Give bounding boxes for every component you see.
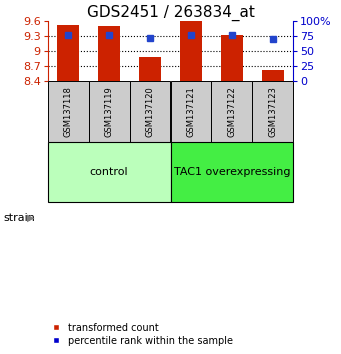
Bar <box>262 70 284 81</box>
Bar <box>130 81 170 142</box>
Text: ▶: ▶ <box>27 213 35 223</box>
Text: TAC1 overexpressing: TAC1 overexpressing <box>174 167 290 177</box>
Text: GSM137120: GSM137120 <box>146 86 154 137</box>
Bar <box>252 81 293 142</box>
Bar <box>98 26 120 81</box>
Text: GSM137119: GSM137119 <box>105 86 114 137</box>
Text: GSM137123: GSM137123 <box>268 86 277 137</box>
Text: GSM137118: GSM137118 <box>64 86 73 137</box>
Bar <box>221 35 243 81</box>
Bar <box>57 25 79 81</box>
Bar <box>139 57 161 81</box>
Bar <box>180 21 202 81</box>
Text: strain: strain <box>3 213 35 223</box>
Bar <box>89 81 130 142</box>
Text: GSM137122: GSM137122 <box>227 86 236 137</box>
Bar <box>211 81 252 142</box>
Bar <box>170 142 293 202</box>
Title: GDS2451 / 263834_at: GDS2451 / 263834_at <box>87 5 254 21</box>
Text: control: control <box>90 167 129 177</box>
Legend: transformed count, percentile rank within the sample: transformed count, percentile rank withi… <box>53 323 233 346</box>
Bar <box>170 81 211 142</box>
Text: GSM137121: GSM137121 <box>187 86 195 137</box>
Bar <box>48 142 170 202</box>
Bar <box>48 81 89 142</box>
